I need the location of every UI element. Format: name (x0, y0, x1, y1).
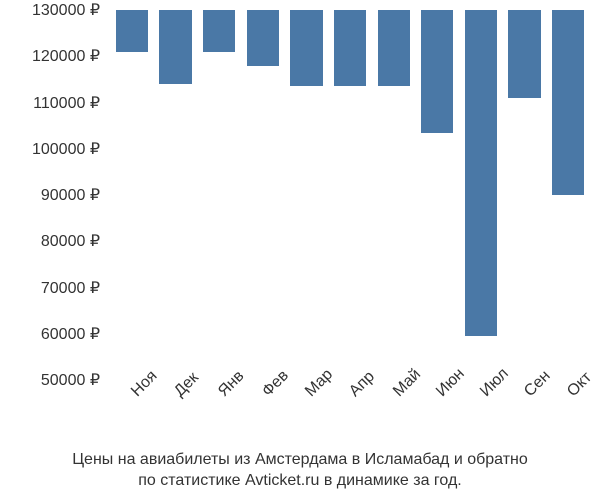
y-tick: 80000 ₽ (41, 231, 100, 251)
bar (552, 10, 584, 195)
y-tick: 90000 ₽ (41, 185, 100, 205)
bar-slot (459, 10, 503, 380)
x-tick-label: Фев (259, 388, 272, 401)
bar-slot (154, 10, 198, 380)
x-tick-label: Апр (346, 388, 359, 401)
caption-line-2: по статистике Avticket.ru в динамике за … (138, 472, 462, 489)
bar (334, 10, 366, 86)
chart-caption: Цены на авиабилеты из Амстердама в Ислам… (0, 450, 600, 492)
x-tick-label: Май (390, 388, 403, 401)
x-tick-label: Мар (302, 388, 315, 401)
bar-slot (241, 10, 285, 380)
y-tick: 130000 ₽ (32, 0, 100, 20)
bar (421, 10, 453, 133)
plot-area (110, 10, 590, 380)
x-tick-label: Ноя (128, 388, 141, 401)
y-tick: 60000 ₽ (41, 324, 100, 344)
x-tick-label: Окт (564, 388, 577, 401)
x-tick-label: Июн (433, 388, 446, 401)
bar (508, 10, 540, 98)
y-tick: 50000 ₽ (41, 370, 100, 390)
y-axis: 50000 ₽60000 ₽70000 ₽80000 ₽90000 ₽10000… (0, 10, 110, 380)
bar-slot (503, 10, 547, 380)
caption-line-1: Цены на авиабилеты из Амстердама в Ислам… (72, 451, 528, 468)
x-tick-label: Дек (171, 388, 184, 401)
y-tick: 70000 ₽ (41, 278, 100, 298)
x-axis: Ноя Дек Янв Фев Мар Апр Май Июн Июл Сен Окт (110, 382, 590, 442)
y-tick: 120000 ₽ (32, 46, 100, 66)
bar-slot (197, 10, 241, 380)
bar-slot (372, 10, 416, 380)
bar (159, 10, 191, 84)
price-chart: 50000 ₽ 60000 ₽ 70000 ₽ 80000 ₽ 90000 ₽ 10000… (0, 0, 600, 500)
bar-slot (546, 10, 590, 380)
bars-container (110, 10, 590, 380)
x-tick-label: Июл (477, 388, 490, 401)
bar-slot (110, 10, 154, 380)
bar (247, 10, 279, 66)
x-tick-label: Янв (215, 388, 228, 401)
bar (290, 10, 322, 86)
bar (116, 10, 148, 52)
bar-slot (415, 10, 459, 380)
y-tick: 100000 ₽ (32, 139, 100, 159)
bar (465, 10, 497, 336)
bar (378, 10, 410, 86)
x-tick-label: Сен (521, 388, 534, 401)
bar (203, 10, 235, 52)
bar-slot (328, 10, 372, 380)
y-tick: 110000 ₽ (33, 93, 100, 113)
bar-slot (285, 10, 329, 380)
